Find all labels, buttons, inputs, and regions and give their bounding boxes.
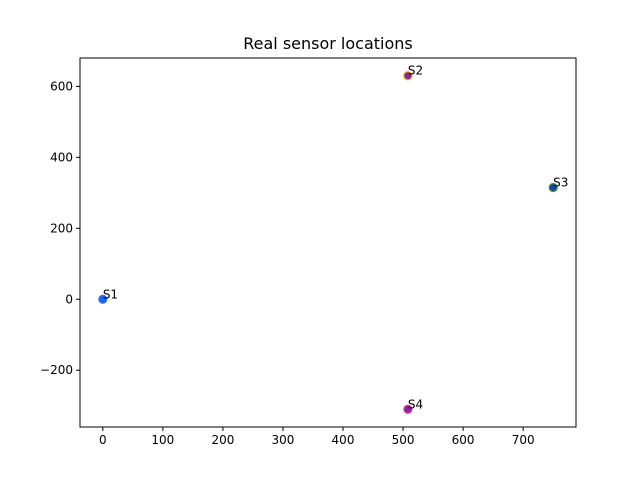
y-tick-label: 600 <box>50 79 73 93</box>
x-tick-label: 400 <box>332 433 355 447</box>
x-tick-label: 700 <box>512 433 535 447</box>
y-axis: −200 0 200 400 600 <box>40 79 80 377</box>
x-tick-label: 0 <box>99 433 107 447</box>
sensor-point <box>403 404 413 414</box>
sensor-label: S4 <box>408 397 423 411</box>
x-tick-label: 100 <box>151 433 174 447</box>
x-tick-label: 600 <box>452 433 475 447</box>
sensor-point <box>548 182 558 193</box>
data-points: S1 S2 S3 S4 <box>98 64 568 414</box>
sensor-point <box>403 71 413 81</box>
x-tick-label: 200 <box>211 433 234 447</box>
sensor-label: S3 <box>553 176 568 190</box>
plot-frame <box>79 57 577 428</box>
x-axis: 0 100 200 300 400 500 600 700 <box>99 427 535 447</box>
chart-title: Real sensor locations <box>243 34 413 53</box>
y-tick-label: 400 <box>50 150 73 164</box>
sensor-label: S1 <box>103 287 118 301</box>
sensor-point <box>98 294 108 304</box>
y-tick-label: 200 <box>50 221 73 235</box>
x-tick-label: 300 <box>272 433 295 447</box>
sensor-label: S2 <box>408 64 423 78</box>
y-tick-label: −200 <box>40 363 73 377</box>
y-tick-label: 0 <box>65 292 73 306</box>
x-tick-label: 500 <box>392 433 415 447</box>
